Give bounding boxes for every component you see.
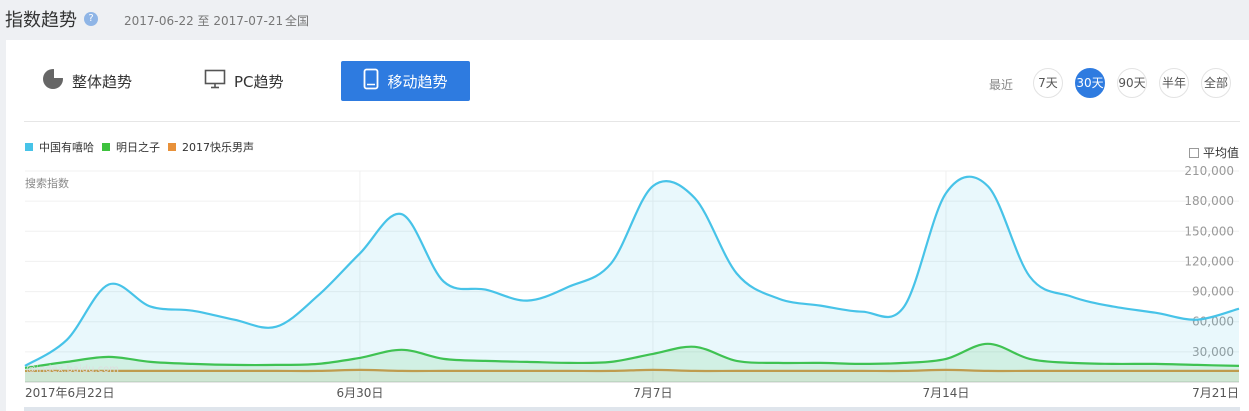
x-tick-label: 7月21日 <box>1192 386 1239 400</box>
legend-swatch <box>25 143 33 151</box>
scroll-track[interactable] <box>24 407 1240 411</box>
x-tick-label: 7月7日 <box>633 386 672 400</box>
series-area-2 <box>25 343 1239 382</box>
mobile-icon <box>363 68 379 94</box>
y-tick-label: 90,000 <box>1192 285 1234 299</box>
legend-swatch <box>102 143 110 151</box>
y-tick-label: 30,000 <box>1192 345 1234 359</box>
date-range: 2017-06-22 至 2017-07-21 <box>124 14 284 28</box>
legend-label: 中国有嘻哈 <box>39 141 94 154</box>
legend-item-series3[interactable]: 2017快乐男声 <box>168 139 254 155</box>
range-7d-button[interactable]: 7天 <box>1033 68 1063 98</box>
range-label: 最近 <box>989 78 1014 92</box>
x-tick-label: 6月30日 <box>336 386 383 400</box>
tab-mobile-trend[interactable]: 移动趋势 <box>341 61 470 101</box>
pie-chart-icon <box>42 68 64 94</box>
average-checkbox[interactable] <box>1189 147 1199 158</box>
trend-panel: 整体趋势 PC趋势 移动趋势 最近 7天 30天 90天 半年 全部 中国有嘻哈… <box>6 40 1249 411</box>
x-tick-label: 7月14日 <box>923 386 970 400</box>
legend-swatch <box>168 143 176 151</box>
y-tick-label: 120,000 <box>1184 254 1234 268</box>
series-line-1 <box>24 175 1240 367</box>
divider <box>24 121 1240 122</box>
range-half-year-button[interactable]: 半年 <box>1159 68 1189 98</box>
region-label: 全国 <box>285 14 310 28</box>
legend-item-series1[interactable]: 中国有嘻哈 <box>25 139 94 155</box>
series-line-2 <box>24 342 1240 370</box>
x-tick-label: 2017年6月22日 <box>25 386 114 400</box>
average-toggle[interactable]: 平均值 <box>1189 144 1239 161</box>
series-area-3 <box>25 369 1239 382</box>
y-tick-label: 180,000 <box>1184 194 1234 208</box>
chart-legend: 中国有嘻哈 明日之子 2017快乐男声 <box>25 139 254 155</box>
trend-chart: 30,00060,00090,000120,000150,000180,0002… <box>24 164 1240 400</box>
series-line-3 <box>24 368 1239 373</box>
tab-label: 整体趋势 <box>72 72 133 91</box>
legend-label: 2017快乐男声 <box>182 141 254 154</box>
y-axis-label: 搜索指数 <box>25 177 69 190</box>
y-tick-label: 150,000 <box>1184 224 1234 238</box>
range-90d-button[interactable]: 90天 <box>1117 68 1147 98</box>
legend-label: 明日之子 <box>116 141 160 154</box>
tab-pc-trend[interactable]: PC趋势 <box>204 61 284 101</box>
header: 指数趋势 ? 2017-06-22 至 2017-07-21 全国 <box>0 0 1249 40</box>
tab-label: 移动趋势 <box>387 72 448 91</box>
y-tick-label: 210,000 <box>1184 164 1234 178</box>
legend-item-series2[interactable]: 明日之子 <box>102 139 160 155</box>
watermark: @index.baidu.com <box>26 364 120 375</box>
monitor-icon <box>204 69 226 93</box>
average-label: 平均值 <box>1203 146 1240 160</box>
page-title: 指数趋势 <box>5 10 77 31</box>
tab-overall-trend[interactable]: 整体趋势 <box>42 61 132 101</box>
tab-label: PC趋势 <box>234 72 284 91</box>
range-30d-button[interactable]: 30天 <box>1075 68 1105 98</box>
range-all-button[interactable]: 全部 <box>1201 68 1231 98</box>
series-area-1 <box>25 176 1239 382</box>
question-icon[interactable]: ? <box>84 12 98 26</box>
